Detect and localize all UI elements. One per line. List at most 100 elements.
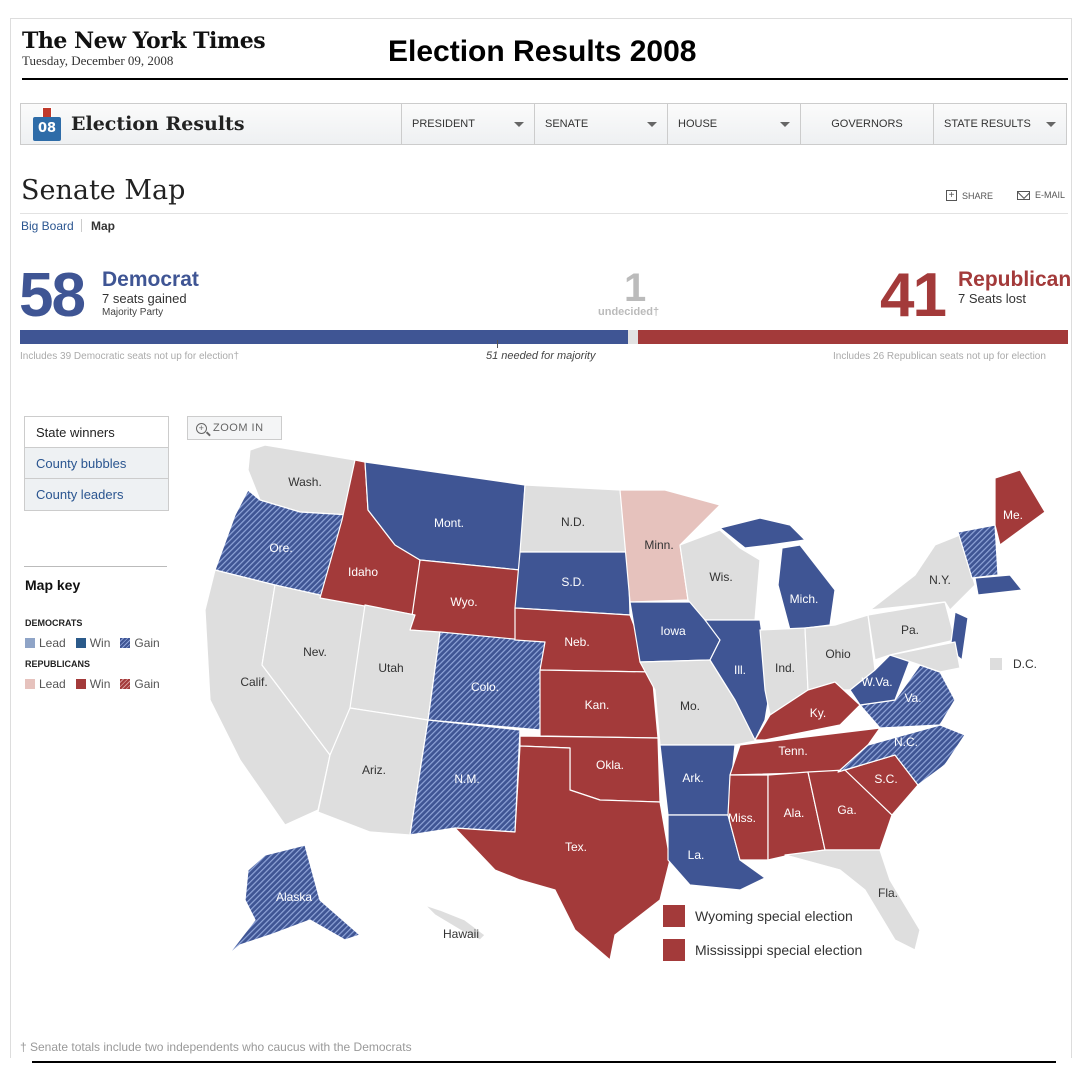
- undecided-seat-bar: [628, 330, 638, 344]
- dem-footer: Includes 39 Democratic seats not up for …: [20, 351, 240, 362]
- state-label-in: Ind.: [775, 661, 795, 675]
- state-nc[interactable]: [837, 724, 966, 786]
- dem-lead-swatch: [25, 638, 35, 648]
- state-ma[interactable]: [974, 574, 1023, 596]
- state-label-ca: Calif.: [240, 675, 267, 689]
- state-label-wv: W.Va.: [861, 675, 892, 689]
- view-county-bubbles[interactable]: County bubbles: [25, 448, 168, 479]
- view-state-winners[interactable]: State winners: [25, 417, 168, 448]
- envelope-icon: [1017, 190, 1030, 200]
- state-label-mn: Minn.: [644, 538, 673, 552]
- state-nh-vt[interactable]: [957, 524, 999, 579]
- nav-president[interactable]: PRESIDENT: [402, 104, 535, 144]
- rep-party-label: Republican: [958, 268, 1072, 291]
- share-button[interactable]: + SHARE: [946, 190, 993, 201]
- state-ny[interactable]: [869, 534, 976, 611]
- state-label-pa: Pa.: [901, 623, 919, 637]
- state-label-az: Ariz.: [362, 763, 386, 777]
- state-wi[interactable]: [679, 529, 761, 621]
- nyt-masthead[interactable]: The New York Times: [22, 28, 266, 54]
- state-label-wa: Wash.: [288, 475, 322, 489]
- nav-state-results[interactable]: STATE RESULTS: [934, 104, 1066, 144]
- state-mi-up[interactable]: [719, 517, 806, 549]
- page-heading: Election Results 2008: [388, 35, 697, 68]
- state-label-ne: Neb.: [564, 635, 589, 649]
- state-label-nm: N.M.: [454, 772, 479, 786]
- crumb-map[interactable]: Map: [91, 219, 115, 233]
- state-label-ia: Iowa: [660, 624, 686, 638]
- state-hi[interactable]: [424, 904, 486, 941]
- dem-majority-note: Majority Party: [102, 307, 164, 318]
- state-label-il: Ill.: [734, 663, 746, 677]
- dem-gain-swatch: [120, 638, 131, 648]
- state-label-ny: N.Y.: [929, 573, 951, 587]
- magnifier-icon: +: [196, 422, 207, 434]
- mississippi-special-swatch: [663, 939, 685, 961]
- undecided-count: 1: [624, 266, 647, 310]
- state-label-sc: S.C.: [874, 772, 897, 786]
- view-county-leaders[interactable]: County leaders: [25, 479, 168, 510]
- rep-win-swatch: [75, 679, 86, 689]
- dc-label: D.C.: [1013, 657, 1037, 671]
- zoom-in-button[interactable]: + ZOOM IN: [187, 416, 282, 440]
- state-label-id: Idaho: [348, 565, 378, 579]
- nav-house[interactable]: HOUSE: [668, 104, 801, 144]
- state-label-oh: Ohio: [825, 647, 851, 661]
- chevron-down-icon: [780, 121, 790, 127]
- state-fl[interactable]: [784, 849, 921, 951]
- chevron-down-icon: [647, 121, 657, 127]
- state-label-ks: Kan.: [585, 698, 610, 712]
- state-label-tn: Tenn.: [778, 744, 807, 758]
- masthead-rule: [22, 78, 1068, 80]
- crumb-big-board[interactable]: Big Board: [21, 219, 74, 233]
- view-switcher: State winners County bubbles County lead…: [24, 416, 169, 511]
- state-label-ky: Ky.: [810, 706, 826, 720]
- wyoming-special-swatch: [663, 905, 685, 927]
- key-democrats-row: Lead Win Gain: [25, 636, 170, 650]
- email-button[interactable]: E-MAIL: [1017, 190, 1065, 200]
- nav-governors[interactable]: GOVERNORS: [801, 104, 934, 144]
- wyoming-special-label: Wyoming special election: [695, 908, 853, 924]
- state-md-de[interactable]: [889, 641, 961, 673]
- state-label-va: Va.: [904, 691, 921, 705]
- election-results-logo[interactable]: 08 Election Results: [21, 104, 402, 144]
- state-me[interactable]: [994, 469, 1046, 546]
- page-title: Senate Map: [21, 175, 186, 206]
- page-frame: [10, 18, 1072, 1058]
- rep-seat-bar: [638, 330, 1068, 344]
- state-mi[interactable]: [777, 544, 836, 631]
- rep-footer: Includes 26 Republican seats not up for …: [833, 351, 1046, 362]
- plus-icon: +: [946, 190, 957, 201]
- rep-gain-swatch: [120, 679, 131, 689]
- state-label-nv: Nev.: [303, 645, 327, 659]
- state-label-nd: N.D.: [561, 515, 585, 529]
- state-ms[interactable]: [727, 774, 769, 861]
- state-label-mi: Mich.: [790, 592, 819, 606]
- state-label-wy: Wyo.: [450, 595, 477, 609]
- state-label-ok: Okla.: [596, 758, 624, 772]
- state-tx[interactable]: [454, 745, 671, 961]
- state-va[interactable]: [859, 664, 956, 729]
- rep-seat-count: 41: [880, 261, 947, 330]
- key-rule: [24, 566, 167, 567]
- state-label-wi: Wis.: [709, 570, 732, 584]
- dem-seat-bar: [20, 330, 628, 344]
- dc-swatch[interactable]: [990, 658, 1002, 670]
- state-ga[interactable]: [807, 769, 893, 851]
- title-rule: [20, 213, 1068, 214]
- nav-senate[interactable]: SENATE: [535, 104, 668, 144]
- state-label-al: Ala.: [784, 806, 805, 820]
- state-label-co: Colo.: [471, 680, 499, 694]
- state-label-sd: S.D.: [561, 575, 584, 589]
- state-ak[interactable]: [227, 844, 361, 956]
- state-label-me: Me.: [1003, 508, 1023, 522]
- senate-map: Wash. Ore. Calif. Nev. Idaho Mont. Wyo. Utah Ari…: [204, 444, 1046, 961]
- dem-party-label: Democrat: [102, 268, 199, 291]
- state-ky[interactable]: [754, 681, 861, 741]
- dem-change: 7 seats gained: [102, 291, 187, 306]
- chevron-down-icon: [514, 121, 524, 127]
- state-label-ar: Ark.: [682, 771, 703, 785]
- state-pa[interactable]: [867, 601, 956, 661]
- state-label-or: Ore.: [269, 541, 292, 555]
- dateline: Tuesday, December 09, 2008: [22, 53, 174, 68]
